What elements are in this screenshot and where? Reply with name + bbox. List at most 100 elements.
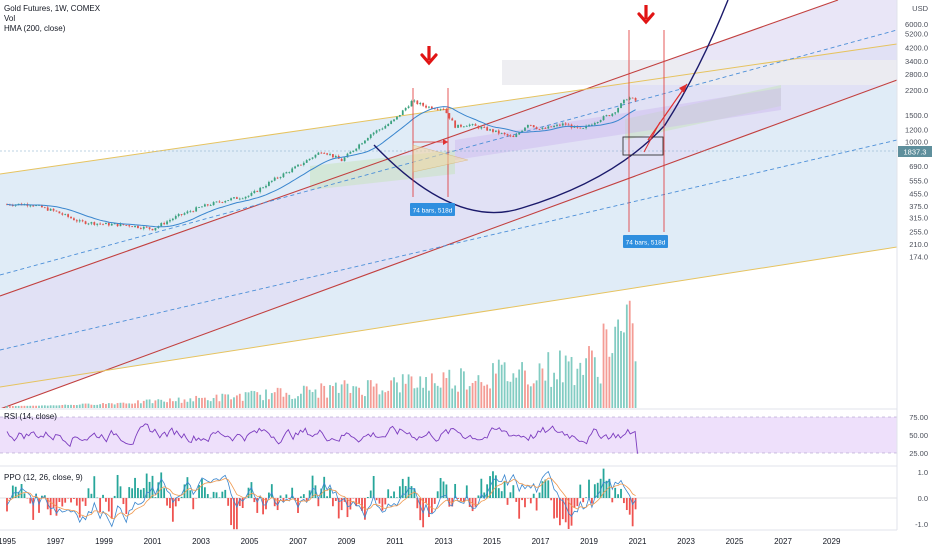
candle-body [107, 222, 110, 226]
ppo-hist-bar [582, 498, 585, 503]
candle-body [221, 202, 224, 203]
candle-body [366, 138, 369, 141]
candle-body [454, 120, 457, 128]
ppo-hist-bar [171, 498, 174, 522]
ppo-hist-bar [113, 495, 116, 498]
candle-body [378, 129, 381, 131]
volume-bar [160, 399, 163, 408]
last-price-badge[interactable] [898, 146, 932, 157]
ppo-hist-bar [105, 498, 107, 502]
candle-body [564, 123, 567, 125]
marker-bridge-1-head [443, 139, 448, 145]
volume-bar [631, 323, 634, 408]
volume-bar [352, 386, 355, 408]
volume-bar [235, 395, 238, 408]
ppo-hist-bar [206, 494, 209, 498]
candle-body [244, 196, 247, 199]
ppo-hist-bar [378, 498, 381, 504]
volume-bar [425, 377, 427, 408]
candle-body [67, 214, 70, 217]
volume-bar [588, 346, 590, 408]
candle-body [407, 106, 410, 108]
volume-bar [14, 405, 17, 408]
price-tick-label: 375.0 [909, 202, 928, 211]
ppo-hist-bar [608, 478, 611, 498]
vol-legend[interactable]: Vol [4, 14, 15, 24]
bars-badge-2-text: 74 bars, 518d [626, 240, 666, 247]
ppo-label[interactable]: PPO (12, 26, close, 9) [4, 473, 83, 482]
ppo-hist-bar [468, 498, 471, 507]
ppo-hist-bar [585, 497, 587, 498]
rsi-legend[interactable]: RSI (14, close) [4, 412, 57, 422]
time-tick-label: 2019 [580, 537, 598, 546]
candle-body [343, 157, 346, 162]
candle-body [433, 108, 436, 110]
candle-body [203, 204, 206, 207]
volume-bar [506, 381, 509, 408]
volume-bar [221, 393, 224, 408]
time-axis[interactable]: 1995 1997 1999 2001 2003 2005 2007 2009 2011 2013… [0, 537, 841, 546]
volume-bar [477, 375, 480, 408]
candle-body [186, 211, 189, 214]
symbol-title[interactable]: Gold Futures, 1W, COMEX [4, 4, 101, 13]
candle-body [90, 222, 93, 224]
symbol-legend[interactable]: Gold Futures, 1W, COMEX [4, 4, 100, 14]
volume-bar [550, 386, 553, 408]
candle-body [436, 108, 439, 110]
ppo-hist-bar [623, 498, 625, 504]
ppo-hist-bar [230, 498, 232, 526]
candle-body [113, 223, 116, 225]
volume-bar [471, 382, 474, 408]
volume-bar [515, 377, 518, 408]
ppo-legend[interactable]: PPO (12, 26, close, 9) [4, 473, 83, 483]
rsi-tick-label: 50.00 [909, 431, 928, 440]
candle-body [189, 211, 192, 213]
candle-body [492, 129, 494, 132]
ppo-hist-bar [436, 491, 439, 498]
rsi-label[interactable]: RSI (14, close) [4, 412, 57, 421]
ppo-hist-bar [503, 480, 506, 498]
volume-bar [294, 398, 296, 408]
volume-bar [29, 405, 32, 408]
ppo-hist-bar [401, 478, 404, 498]
volume-bar [201, 397, 203, 408]
ppo-hist-bar [529, 498, 532, 504]
candle-body [308, 158, 311, 161]
candle-body [372, 132, 375, 135]
volume-bar [599, 383, 602, 408]
volume-bar [398, 392, 401, 408]
rsi-scale[interactable]: 75.00 50.00 25.00 [909, 413, 928, 458]
candle-body [160, 223, 163, 227]
price-tick-label: 455.0 [909, 189, 928, 198]
ppo-scale[interactable]: 1.0 0.0 -1.0 [915, 468, 928, 529]
candle-body [404, 107, 407, 111]
hma-legend[interactable]: HMA (200, close) [4, 24, 65, 34]
ppo-hist-bar [617, 494, 619, 498]
ppo-pane[interactable] [0, 465, 932, 530]
hma-label[interactable]: HMA (200, close) [4, 24, 66, 33]
ppo-hist-bar [128, 487, 131, 498]
candle-body [128, 225, 131, 227]
candle-body [125, 225, 128, 226]
ppo-hist-bar [323, 476, 326, 498]
price-pane[interactable]: 74 bars, 518d 74 bars, 518d [0, 0, 897, 409]
volume-bar [81, 403, 84, 408]
candle-body [288, 172, 291, 173]
volume-bar [282, 396, 285, 408]
vol-label[interactable]: Vol [4, 14, 16, 23]
candle-body [317, 152, 320, 155]
candle-body [416, 100, 419, 105]
time-tick-label: 2015 [483, 537, 501, 546]
ppo-hist-bar [506, 498, 509, 505]
candle-body [410, 101, 413, 107]
time-tick-label: 2003 [192, 537, 210, 546]
candle-body [73, 218, 75, 221]
volume-bar [26, 405, 29, 408]
candle-body [352, 150, 355, 152]
rsi-pane[interactable] [0, 408, 932, 454]
volume-bar [169, 398, 171, 408]
projection-arrowhead [679, 84, 687, 93]
volume-bar [122, 402, 125, 408]
candle-body [631, 97, 634, 99]
